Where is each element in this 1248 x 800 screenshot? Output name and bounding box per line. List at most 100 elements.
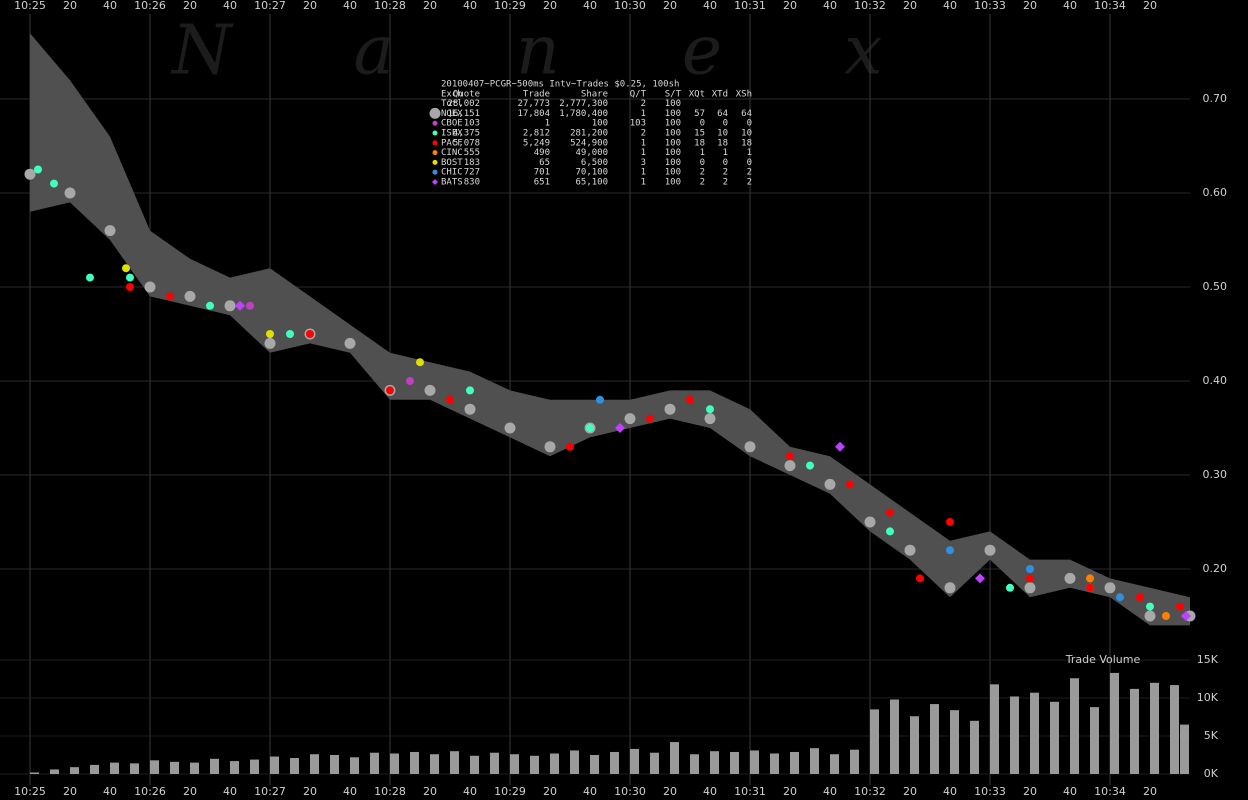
volume-bar (970, 720, 979, 774)
volume-bar (730, 751, 739, 774)
legend-marker (432, 159, 438, 165)
trade-point (1024, 582, 1036, 594)
table-cell: 49,000 (575, 148, 608, 158)
trade-point (596, 395, 604, 404)
trade-point (586, 424, 594, 432)
volume-bar (150, 760, 159, 774)
volume-bar (210, 758, 219, 774)
x-tick-label: 10:28 (374, 785, 406, 798)
trade-point (664, 403, 676, 415)
x-tick-label: 40 (703, 785, 717, 798)
table-cell: 2 (723, 168, 728, 178)
x-tick-label: 40 (223, 785, 237, 798)
volume-bar (830, 754, 839, 774)
trade-point (86, 273, 94, 282)
trade-point (344, 337, 356, 349)
table-cell: 103 (464, 119, 480, 129)
legend-marker (432, 150, 438, 156)
x-tick-label: 10:30 (614, 785, 646, 798)
trade-point (224, 300, 236, 312)
trade-point (126, 283, 134, 291)
x-tick-label: 40 (583, 785, 597, 798)
volume-bar (510, 754, 519, 774)
trade-point (1104, 582, 1116, 594)
trade-point (386, 386, 394, 395)
table-cell: 0 (700, 119, 705, 129)
trade-point (1146, 602, 1154, 611)
y-tick-label: 0.60 (1203, 186, 1228, 199)
table-cell: 100 (665, 178, 681, 188)
y-tick-label: 10K (1197, 691, 1219, 704)
table-cell: 10 (717, 129, 728, 139)
trade-point (744, 441, 756, 453)
x-tick-label: 20 (423, 0, 437, 12)
volume-bar (50, 769, 59, 774)
volume-bar (410, 751, 419, 774)
trade-point (416, 358, 424, 367)
x-tick-label: 20 (63, 785, 77, 798)
watermark: Nanex (170, 12, 1004, 91)
trade-point (1144, 610, 1156, 622)
x-tick-label: 10:28 (374, 0, 406, 12)
table-header: XSh (736, 89, 752, 99)
volume-bar (870, 709, 879, 774)
volume-bar (1180, 724, 1189, 774)
volume-bar (390, 753, 399, 774)
volume-bar (450, 751, 459, 774)
trade-point (975, 573, 985, 584)
volume-bar (310, 754, 319, 774)
table-header: XQt (689, 89, 705, 99)
volume-bar (490, 752, 499, 774)
volume-bar (170, 761, 179, 774)
x-tick-label: 10:26 (134, 0, 166, 12)
x-tick-label: 20 (903, 0, 917, 12)
table-header: Q/T (630, 89, 647, 99)
table-header: Trade (523, 89, 550, 99)
table-cell: 4,375 (453, 129, 480, 139)
x-tick-label: 40 (463, 785, 477, 798)
x-tick-label: 20 (1023, 785, 1037, 798)
table-cell: 0 (723, 158, 728, 168)
table-header: Share (581, 89, 608, 99)
volume-bar (610, 751, 619, 774)
table-cell: 1 (641, 109, 646, 119)
volume-bar (1130, 688, 1139, 774)
trade-point (846, 480, 854, 489)
table-name: ISEX (441, 129, 463, 139)
table-cell: 100 (665, 168, 681, 178)
trade-point (1136, 593, 1144, 602)
trade-point (615, 423, 625, 433)
table-header: Exch (441, 89, 463, 99)
x-tick-label: 20 (543, 0, 557, 12)
legend-marker (432, 169, 438, 175)
trade-point (306, 330, 314, 338)
table-cell: 16,151 (447, 109, 480, 119)
table-cell: 18 (741, 138, 752, 148)
x-tick-label: 20 (303, 0, 317, 12)
x-tick-label: 10:25 (14, 785, 46, 798)
table-cell: 701 (534, 168, 550, 178)
volume-bar (850, 749, 859, 774)
table-cell: 555 (464, 148, 480, 158)
table-cell: 100 (665, 158, 681, 168)
x-tick-label: 10:30 (614, 0, 646, 12)
x-tick-label: 20 (783, 0, 797, 12)
volume-bar (1110, 672, 1119, 774)
trade-point (786, 452, 794, 461)
table-cell: 2,777,300 (559, 99, 608, 109)
x-tick-label: 10:31 (734, 0, 766, 12)
y-tick-label: 15K (1197, 653, 1219, 666)
x-tick-label: 40 (463, 0, 477, 12)
table-cell: 1 (723, 148, 728, 158)
table-cell: 1 (545, 119, 550, 129)
table-cell: 0 (747, 158, 752, 168)
x-tick-label: 40 (1063, 0, 1077, 12)
table-header: S/T (665, 89, 682, 99)
x-tick-label: 10:32 (854, 0, 886, 12)
trade-point (406, 377, 414, 385)
x-tick-label: 40 (103, 785, 117, 798)
y-tick-label: 0.40 (1203, 374, 1228, 387)
trade-point (1006, 583, 1014, 592)
